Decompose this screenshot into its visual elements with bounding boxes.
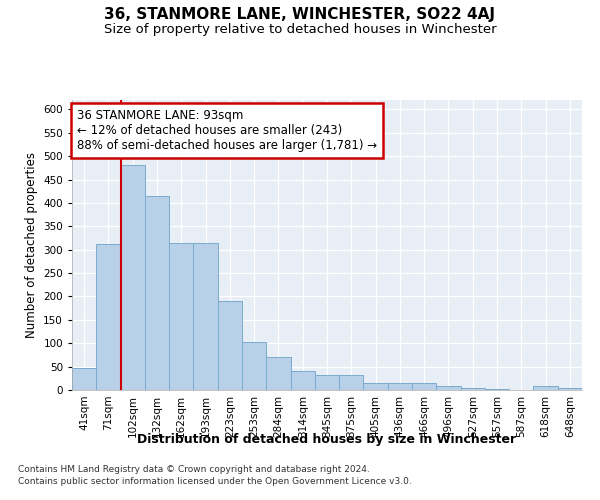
- Bar: [485, 388, 509, 390]
- Bar: [193, 242, 218, 390]
- Bar: [169, 242, 193, 390]
- Bar: [266, 358, 290, 390]
- Bar: [339, 375, 364, 390]
- Bar: [242, 342, 266, 390]
- Bar: [461, 388, 485, 390]
- Bar: [364, 383, 388, 390]
- Bar: [121, 166, 145, 390]
- Bar: [72, 368, 96, 390]
- Bar: [558, 388, 582, 390]
- Text: Contains HM Land Registry data © Crown copyright and database right 2024.: Contains HM Land Registry data © Crown c…: [18, 466, 370, 474]
- Bar: [96, 244, 121, 390]
- Bar: [218, 301, 242, 390]
- Bar: [145, 196, 169, 390]
- Bar: [436, 386, 461, 390]
- Text: 36 STANMORE LANE: 93sqm
← 12% of detached houses are smaller (243)
88% of semi-d: 36 STANMORE LANE: 93sqm ← 12% of detache…: [77, 108, 377, 152]
- Bar: [533, 386, 558, 390]
- Bar: [290, 372, 315, 390]
- Bar: [315, 374, 339, 390]
- Text: Contains public sector information licensed under the Open Government Licence v3: Contains public sector information licen…: [18, 476, 412, 486]
- Bar: [388, 384, 412, 390]
- Text: 36, STANMORE LANE, WINCHESTER, SO22 4AJ: 36, STANMORE LANE, WINCHESTER, SO22 4AJ: [104, 8, 496, 22]
- Y-axis label: Number of detached properties: Number of detached properties: [25, 152, 38, 338]
- Text: Distribution of detached houses by size in Winchester: Distribution of detached houses by size …: [137, 432, 517, 446]
- Text: Size of property relative to detached houses in Winchester: Size of property relative to detached ho…: [104, 22, 496, 36]
- Bar: [412, 382, 436, 390]
